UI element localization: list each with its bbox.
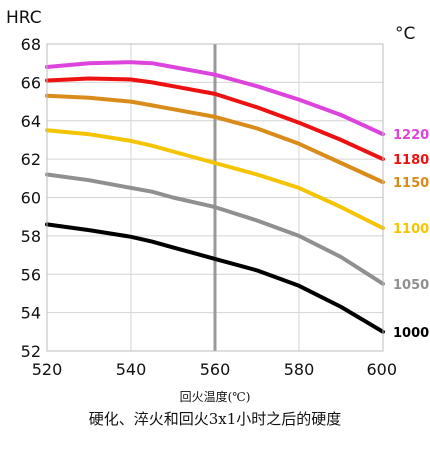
x-tick-label: 580	[284, 360, 315, 379]
series-label-1150: 1150	[393, 176, 429, 191]
series-line-1000	[45, 222, 385, 334]
series-label-1180: 1180	[393, 153, 429, 168]
x-tick-label: 560	[200, 360, 231, 379]
x-tick-label: 600	[366, 360, 397, 379]
y-tick-label: 54	[21, 304, 41, 323]
x-tick-labels: 520 540 560 580 600	[32, 360, 397, 379]
series-label-1050: 1050	[393, 278, 429, 293]
series-labels: 1220 1180 1150 1100 1050 1000	[393, 128, 429, 341]
series-line-1220	[45, 60, 385, 137]
chart-caption: 硬化、淬火和回火3x1小时之后的硬度	[88, 410, 342, 428]
y-tick-label: 52	[21, 342, 41, 361]
series-label-1000: 1000	[393, 326, 429, 341]
x-tick-label: 540	[116, 360, 147, 379]
y-tick-label: 60	[21, 189, 41, 208]
y-tick-label: 68	[21, 35, 41, 54]
x-axis-title: 回火温度(℃)	[179, 390, 251, 404]
x-tick-label: 520	[32, 360, 63, 379]
y-tick-label: 58	[21, 227, 41, 246]
series-label-1220: 1220	[393, 128, 429, 143]
series-line-1100	[45, 128, 385, 231]
plot-frame	[46, 43, 384, 352]
series-line-1050	[45, 172, 385, 286]
unit-label: °C	[395, 24, 416, 44]
series-lines	[45, 60, 385, 334]
series-line-1150	[45, 93, 385, 185]
y-axis-title: HRC	[6, 8, 42, 28]
y-tick-labels: 52 54 56 58 60 62 64 66 68	[21, 35, 41, 361]
y-tick-label: 64	[21, 112, 41, 131]
y-tick-label: 56	[21, 265, 41, 284]
y-tick-label: 62	[21, 150, 41, 169]
series-line-1180	[45, 76, 385, 162]
y-tick-label: 66	[21, 73, 41, 92]
series-label-1100: 1100	[393, 222, 429, 237]
